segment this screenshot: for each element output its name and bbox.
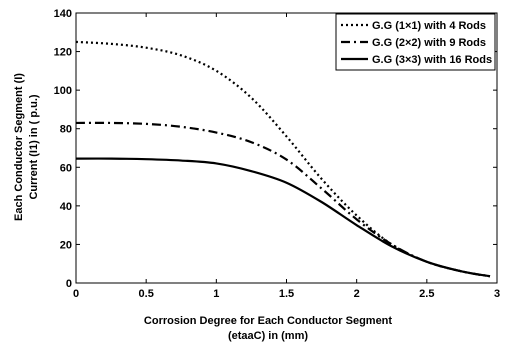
x-axis-title-line-1: Corrosion Degree for Each Conductor Segm… bbox=[144, 315, 392, 327]
series-line-3 bbox=[75, 157, 491, 278]
series-line-2 bbox=[75, 121, 491, 278]
x-tick-label: 0 bbox=[73, 288, 79, 300]
y-tick-label: 0 bbox=[66, 278, 72, 290]
legend-label-2: G.G (2×2) with 9 Rods bbox=[372, 37, 486, 49]
y-tick-label: 100 bbox=[54, 85, 72, 97]
y-axis-title-line-2: Current (I1) in ( p.u.) bbox=[28, 94, 40, 199]
x-tick-label: 2 bbox=[354, 288, 360, 300]
x-tick-label: 1 bbox=[213, 288, 219, 300]
legend: G.G (1×1) with 4 Rods G.G (2×2) with 9 Ro… bbox=[335, 13, 496, 71]
y-tick-label: 60 bbox=[60, 162, 72, 174]
y-tick-label: 120 bbox=[54, 47, 72, 59]
y-tick-label: 40 bbox=[60, 201, 72, 213]
x-axis-title-line-2: (etaaC) in (mm) bbox=[228, 330, 308, 342]
x-tick-label: 3 bbox=[494, 288, 500, 300]
y-tick-label: 20 bbox=[60, 239, 72, 251]
legend-label-3: G.G (3×3) with 16 Rods bbox=[372, 54, 492, 66]
x-tick-label: 0.5 bbox=[139, 288, 154, 300]
legend-label-1: G.G (1×1) with 4 Rods bbox=[372, 20, 486, 32]
axis-ticks: 0 0.5 1 1.5 2 2.5 3 0 20 40 60 80 100 120 140 bbox=[54, 8, 500, 300]
x-tick-label: 2.5 bbox=[419, 288, 434, 300]
series-lines bbox=[75, 40, 491, 278]
y-tick-label: 80 bbox=[60, 124, 72, 136]
y-axis-title-line-1: Each Conductor Segment (I) bbox=[13, 73, 25, 221]
x-tick-label: 1.5 bbox=[279, 288, 294, 300]
y-tick-label: 140 bbox=[54, 8, 72, 20]
